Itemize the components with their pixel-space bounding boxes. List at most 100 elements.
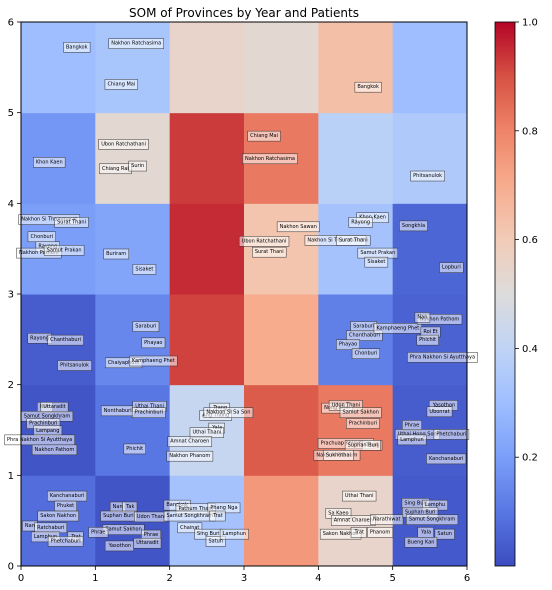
province-label-text: Rayong [351,219,370,225]
heatmap-cell [392,22,468,114]
province-label-box [132,264,157,275]
province-label-text: Prachinburi [349,421,377,427]
province-label: Bangkok [63,42,91,53]
province-label-text: Phetchaburi [51,538,81,544]
province-label: Amnat Charoen [330,515,376,526]
province-label: Chonburi [351,348,381,359]
province-label-box [252,246,287,258]
province-label: Samut Songkhram [406,514,459,525]
province-label: Nonthaburi [100,405,135,417]
province-label: Phuket [54,500,77,512]
province-label-text: Bangkok [66,44,88,50]
province-label: Kanchanaburi [426,453,467,465]
province-label-text: Nan [417,314,427,320]
province-label-text: Udon Thani [332,402,361,408]
province-label: Uthai Thani [189,427,224,438]
province-label: Nakhon Pathom [31,444,78,456]
province-label-text: Phra Nakhon Si Ayutthaya [7,437,72,443]
province-label-text: Buriram [106,251,126,257]
province-label: Phanom [367,527,394,538]
province-label-box [43,245,85,256]
province-label: Suphan Buri [344,440,381,451]
province-label-text: Chiang Rai [102,166,129,172]
province-label: Songkhla [399,220,428,232]
province-label-box [410,170,445,182]
province-label: Phayao [336,339,360,350]
y-tick-label: 1 [8,471,14,482]
province-label-text: Samut Prakan [360,250,395,256]
x-axis: 0 1 2 3 4 5 6 [18,566,470,584]
y-tick-label: 0 [8,562,14,573]
province-label: Phitsanulok [410,170,445,182]
province-label: Suphan Buri [100,510,137,522]
heatmap-cell [318,22,394,114]
province-label-text: Surat Thani [339,237,368,243]
heatmap-cell [244,22,319,114]
province-label-box [63,42,91,53]
province-label: Surin [128,160,147,172]
province-label-box [131,407,166,418]
province-label-text: Nakhon Pathom [19,250,59,256]
province-label: Chiang Mai [104,79,139,90]
province-label-text: Nonthaburi [104,408,132,414]
province-label: Chanthaburi [346,330,383,341]
heatmap-cell [244,294,319,386]
province-label-box [128,160,147,172]
province-label-box [276,221,320,233]
province-label-text: Satun [208,538,223,544]
province-label-text: Lamphun [34,534,57,540]
province-label: Khon Kaen [33,157,66,168]
province-label-box [406,514,459,525]
province-label-text: Lopburi [442,265,461,271]
province-label: Nakhon Ratchasima [108,38,164,49]
province-label-text: Surat Thani [255,249,284,255]
province-label-box [133,537,162,549]
province-label-box [426,453,467,465]
province-label: Udon Thani [134,511,169,523]
province-label-text: Nakhon Phanom [169,453,210,459]
province-label-text: Phrae [405,422,419,428]
province-label-text: Chonburi [355,351,378,357]
province-label-text: Yasothon [432,402,455,408]
province-label: Satun [205,536,226,547]
province-label-box [123,443,146,455]
province-label-text: Suphan Buri [103,513,134,519]
y-tick-label: 2 [8,380,14,391]
province-label-text: Chaiyaphum [108,360,140,366]
province-label: Surat Thani [336,235,371,246]
province-label-text: Nakhon Si Sa Son [206,410,250,416]
province-labels: Bangkok Nakhon Ratchasima Chiang Mai Bangko… [4,38,478,552]
province-label: Phetchaburi [47,536,84,547]
province-label-box [348,217,373,228]
heatmap-cell [318,112,394,204]
province-label-text: Phitsanulok [60,363,89,369]
province-label: Phichit [416,334,439,346]
province-label-text: Samut Sakhon [343,410,379,416]
province-label-box [219,528,249,540]
province-label: Kamphaeng Phet [129,355,178,367]
province-label-text: Khon Kaen [36,159,63,165]
province-label-text: Chanthaburi [50,337,81,343]
province-label-box [336,235,371,246]
province-label-text: Samut Songkhram [409,517,456,523]
province-label: Nakhon Si Sa Son [203,407,254,418]
province-label: Chonburi [27,231,56,243]
province-label-text: Nan [113,504,123,510]
province-label-box [370,514,404,525]
province-label-text: Kanchanaburi [429,456,463,462]
province-label-box [177,522,203,534]
province-label-text: Satun [437,531,452,537]
province-label-text: Uthai Thani [135,403,164,409]
province-label: Samut Prakan [43,245,85,256]
x-tick-label: 4 [315,573,321,584]
province-label-text: Suphan Buri [405,509,436,515]
province-label-box [399,220,428,232]
heatmap-cells [21,22,468,567]
province-label-box [351,348,381,359]
province-label-text: Phra Nakhon Si Ayutthaya [410,354,475,360]
province-label-text: Trat [354,529,364,535]
province-label: Nakhon Phanom [166,450,214,462]
heatmap-cell [244,384,319,476]
province-label-text: Udon Thani [137,514,166,520]
province-label-text: Roi Et [423,329,437,335]
